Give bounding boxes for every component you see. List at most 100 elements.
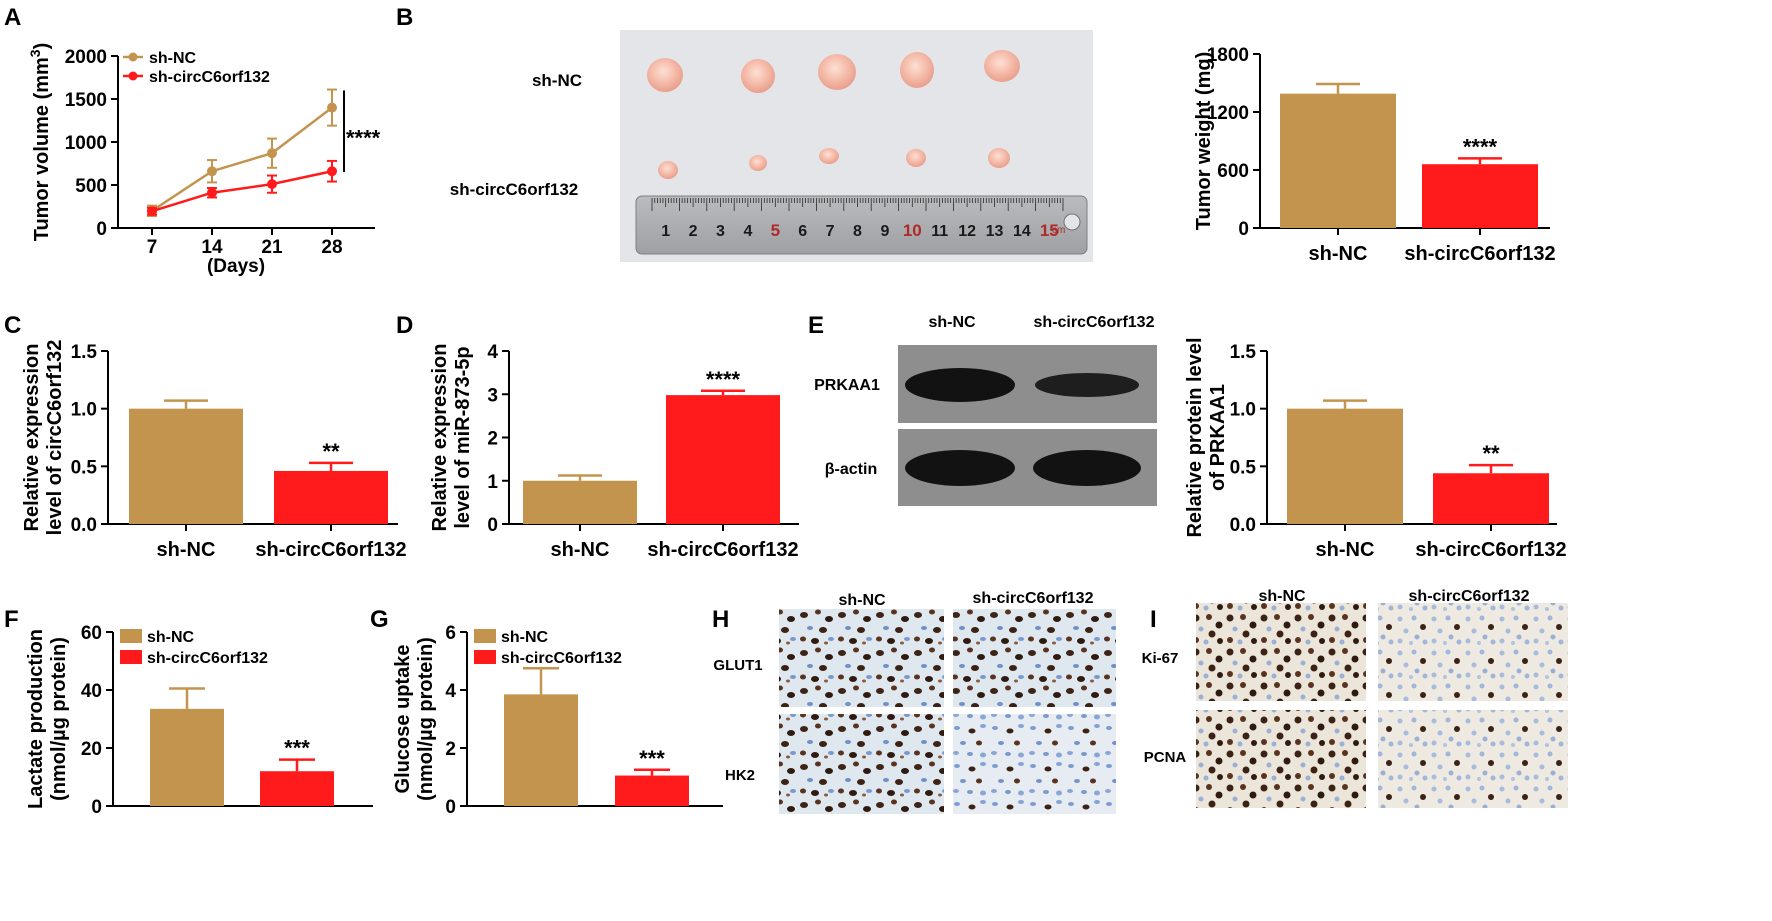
tumor-sh-nc-2: [741, 59, 775, 93]
y-tick-label: 1000: [65, 133, 107, 154]
bar: [150, 708, 224, 806]
panel-c: C 0.0 0.5 1.0 1.5 sh-NC sh-circC6orf132 ** Rela…: [4, 312, 407, 561]
legend-swatch: [120, 650, 142, 664]
legend-label: sh-NC: [147, 629, 195, 646]
ihc-ki67-sh-circ: [1378, 603, 1568, 701]
y-tick-label: 1.0: [71, 400, 97, 421]
ihc-i-col-label-sh-nc: sh-NC: [1258, 588, 1306, 605]
y-tick-label: 1200: [1207, 103, 1249, 124]
chart-a-tumor-volume: 0 500 1000 1500 2000 7 14 21 28 (Days) Tumor volum…: [27, 43, 381, 277]
panel-a: A 0 500 1000 1500 2000 7 14 21 28 (Days) Tumor vol…: [4, 4, 381, 277]
y-axis-label: (nmol/µg protein): [415, 637, 437, 801]
panel-letter-c: C: [4, 312, 21, 339]
x-tick-label: sh-NC: [551, 539, 610, 561]
x-tick-label: 7: [147, 237, 158, 258]
photo-row-label-sh-circ: sh-circC6orf132: [450, 180, 579, 199]
western-blot: [898, 345, 1157, 506]
bar: [523, 480, 637, 524]
y-tick-label: 1.5: [1230, 342, 1257, 363]
panel-letter-i: I: [1150, 606, 1157, 633]
y-axis-label: Relative expression: [429, 344, 451, 532]
y-tick-label: 0: [445, 797, 456, 818]
x-tick-label: sh-circC6orf132: [1404, 243, 1555, 265]
y-tick-label: 0.0: [1230, 515, 1256, 536]
ihc-h-col-label-sh-circ: sh-circC6orf132: [973, 590, 1094, 607]
y-tick-label: 40: [81, 681, 102, 702]
legend-swatch: [474, 650, 496, 664]
tumor-sh-circ-3: [819, 148, 839, 164]
y-tick-label: 4: [445, 681, 456, 702]
blot-row-label-prkaa1: PRKAA1: [814, 377, 880, 394]
ihc-ki67-sh-nc: [1196, 603, 1366, 701]
data-point: [207, 166, 217, 177]
ruler-number: 12: [958, 223, 976, 240]
band-beta-actin-sh-circ: [1033, 450, 1141, 486]
legend-swatch: [474, 629, 496, 643]
y-tick-label: 1800: [1207, 45, 1249, 66]
ihc-pcna-sh-circ: [1378, 710, 1568, 808]
panel-h: H sh-NC sh-circC6orf132 GLUT1 HK2: [712, 590, 1116, 814]
y-tick-label: 1.0: [1230, 400, 1256, 421]
y-axis-label: Glucose uptake: [392, 645, 414, 794]
y-tick-label: 60: [81, 623, 102, 644]
ruler-number: 15: [1040, 221, 1059, 240]
y-tick-label: 2: [445, 739, 456, 760]
bar: [129, 408, 243, 524]
ruler-ticks: [651, 198, 1064, 211]
ruler-number: 3: [716, 223, 725, 240]
legend-label: sh-NC: [501, 629, 549, 646]
y-tick-label: 600: [1217, 161, 1249, 182]
legend-label: sh-circC6orf132: [149, 69, 270, 86]
ihc-i-row-label-ki67: Ki-67: [1142, 650, 1179, 667]
x-tick-label: 28: [321, 237, 342, 258]
bar: [260, 771, 334, 806]
y-tick-label: 0.5: [1230, 457, 1257, 478]
ruler-number: 5: [771, 221, 780, 240]
y-tick-label: 6: [445, 623, 456, 644]
tumor-photo: 1 2 3 4 5 6 7 8 9 10 11 12 13 14 15 cm: [620, 30, 1093, 262]
y-tick-label: 20: [81, 739, 102, 760]
chart-b-tumor-weight: 0 600 1200 1800 sh-NC sh-circC6orf132 **** Tumo…: [1193, 45, 1556, 265]
tumor-sh-nc-4: [900, 52, 934, 88]
x-tick-label: 21: [261, 237, 283, 258]
y-axis-label: Lactate production: [25, 629, 47, 809]
y-axis-label: of PRKAA1: [1207, 384, 1229, 491]
panel-d: D 0 1 2 3 4 sh-NC sh-circC6orf132 **** Relative …: [396, 312, 799, 561]
chart-f-lactate: 0 20 40 60 *** Lactate production (nmol/µg pro…: [25, 623, 373, 818]
ruler-number: 8: [853, 223, 862, 240]
ihc-glut1-sh-circ: [953, 609, 1116, 707]
legend-marker: [128, 52, 138, 62]
panel-letter-e: E: [808, 312, 824, 339]
ihc-hk2-sh-circ: [953, 714, 1116, 814]
tumor-sh-circ-4: [906, 149, 926, 167]
x-tick-label: sh-NC: [1309, 243, 1368, 265]
panel-i: I sh-NC sh-circC6orf132 Ki-67 PCNA: [1142, 588, 1568, 808]
ruler-number: 2: [689, 223, 698, 240]
legend-label: sh-NC: [149, 50, 197, 67]
bar: [1433, 473, 1549, 524]
y-tick-label: 0: [1238, 219, 1249, 240]
ihc-glut1-sh-nc: [779, 609, 944, 707]
x-tick-label: sh-circC6orf132: [647, 539, 798, 561]
data-point: [267, 148, 277, 159]
data-point: [267, 179, 277, 190]
tumor-sh-circ-2: [749, 155, 767, 171]
x-axis-label: (Days): [207, 256, 265, 277]
panel-letter-f: F: [4, 606, 19, 633]
ihc-i-col-label-sh-circ: sh-circC6orf132: [1409, 588, 1530, 605]
ruler-number: 14: [1013, 223, 1031, 240]
y-tick-label: 3: [487, 385, 498, 406]
panel-letter-b: B: [396, 4, 413, 31]
band-beta-actin-sh-nc: [905, 450, 1015, 486]
y-tick-label: 0: [487, 515, 498, 536]
legend-label: sh-circC6orf132: [147, 650, 268, 667]
y-axis-label: Relative expression: [21, 344, 43, 532]
bar: [504, 694, 578, 806]
significance-label: ***: [639, 746, 665, 771]
blot-col-label-sh-circ: sh-circC6orf132: [1034, 314, 1155, 331]
data-point: [327, 102, 337, 113]
significance-label: ****: [346, 126, 381, 151]
ruler-number: 7: [826, 223, 835, 240]
chart-g-glucose: 0 2 4 6 *** Glucose uptake (nmol/µg protein) sh…: [392, 623, 723, 818]
